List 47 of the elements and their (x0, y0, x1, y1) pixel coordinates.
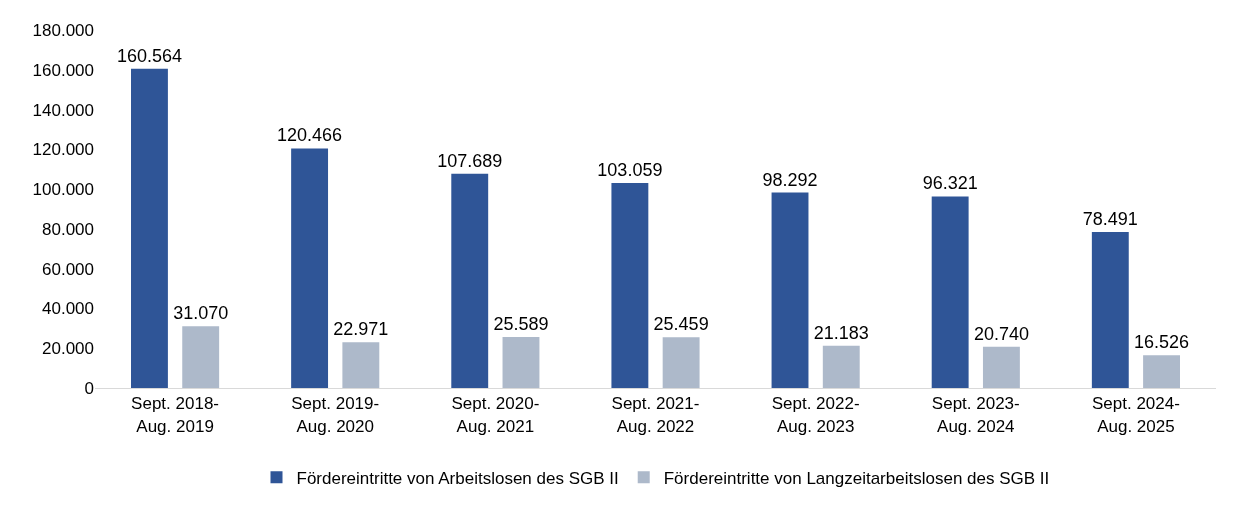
data-label: 160.564 (116, 45, 182, 66)
bar (291, 148, 329, 388)
bar (182, 326, 220, 388)
data-label: 21.183 (813, 322, 869, 343)
bar (342, 342, 380, 388)
y-tick-label: 80.000 (42, 219, 94, 239)
x-tick-label: Sept. 2021- Aug. 2022 (611, 394, 700, 436)
bar (982, 346, 1020, 388)
bar (1091, 231, 1129, 388)
data-label: 103.059 (597, 160, 663, 181)
bar (502, 337, 540, 388)
bar (771, 192, 809, 388)
x-tick-label: Sept. 2019- Aug. 2020 (291, 394, 380, 436)
y-tick-label: 100.000 (32, 180, 94, 200)
bar (131, 68, 168, 388)
data-label: 78.491 (1082, 208, 1138, 229)
y-tick-label: 60.000 (42, 259, 94, 279)
y-tick-label: 160.000 (32, 60, 94, 80)
bar (611, 183, 649, 388)
x-tick-label: Sept. 2018- Aug. 2019 (131, 394, 220, 436)
data-label: 25.589 (493, 314, 549, 335)
data-label: 31.070 (173, 303, 229, 324)
y-tick-label: 40.000 (42, 299, 94, 319)
bar (1143, 355, 1180, 388)
data-label: 25.459 (653, 314, 709, 335)
y-tick-label: 0 (84, 378, 94, 398)
y-tick-label: 180.000 (32, 20, 94, 40)
data-label: 20.740 (973, 323, 1029, 344)
data-label: 120.466 (277, 125, 343, 146)
x-tick-label: Sept. 2022- Aug. 2023 (771, 394, 860, 436)
data-label: 16.526 (1134, 332, 1190, 353)
y-tick-label: 20.000 (42, 339, 94, 359)
data-label: 22.971 (333, 319, 389, 340)
bar (451, 173, 489, 388)
x-tick-label: Sept. 2020- Aug. 2021 (451, 394, 540, 436)
data-label: 107.689 (437, 150, 503, 171)
bar (662, 337, 700, 388)
legend-label: Fördereintritte von Langzeitarbeitslosen des SGB II (663, 468, 1050, 488)
y-tick-label: 140.000 (32, 100, 94, 120)
legend-label: Fördereintritte von Arbeitslosen des SGB II (296, 468, 619, 488)
bar (822, 345, 860, 388)
data-label: 96.321 (922, 173, 978, 194)
bar (931, 196, 969, 388)
data-label: 98.292 (762, 169, 818, 190)
y-tick-label: 120.000 (32, 140, 94, 160)
x-tick-label: Sept. 2024- Aug. 2025 (1091, 394, 1180, 436)
x-tick-label: Sept. 2023- Aug. 2024 (931, 394, 1020, 436)
